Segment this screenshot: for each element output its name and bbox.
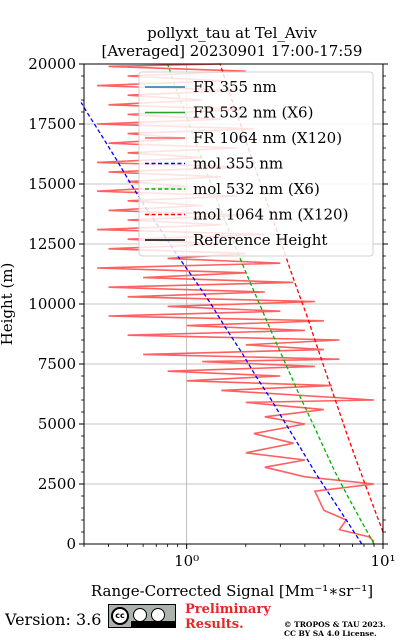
cc-license-badge[interactable]: cc bbox=[108, 604, 176, 628]
sa-icon bbox=[151, 608, 165, 622]
copyright-line1: © TROPOS & TAU 2023. bbox=[284, 620, 386, 629]
x-axis-label: Range-Corrected Signal [Mm⁻¹∗sr⁻¹] bbox=[91, 582, 373, 600]
x-tick-label: 10⁰ bbox=[174, 552, 199, 570]
y-tick-label: 0 bbox=[66, 535, 76, 553]
preliminary-line1: Preliminary bbox=[185, 602, 271, 617]
preliminary-results-note: Preliminary Results. bbox=[185, 602, 271, 632]
y-tick-label: 2500 bbox=[38, 475, 76, 493]
badge-strip bbox=[131, 621, 175, 627]
y-tick-label: 12500 bbox=[28, 235, 76, 253]
series-mol-355-nm bbox=[80, 102, 363, 545]
y-axis-label: Height (m) bbox=[0, 263, 16, 346]
version-label: Version: 3.6 bbox=[5, 610, 102, 629]
y-tick-label: 5000 bbox=[38, 415, 76, 433]
legend-label: FR 1064 nm (X120) bbox=[193, 129, 342, 147]
y-tick-label: 15000 bbox=[28, 175, 76, 193]
axes: 0 2500 5000 7500 10000 12500 15000 17500 20000 10… bbox=[28, 55, 395, 570]
cc-icon: cc bbox=[111, 607, 129, 625]
legend-label: Reference Height bbox=[193, 231, 327, 249]
copyright-line2: CC BY SA 4.0 License. bbox=[284, 629, 377, 638]
chart-subtitle: [Averaged] 20230901 17:00-17:59 bbox=[102, 42, 363, 60]
copyright-note: © TROPOS & TAU 2023. CC BY SA 4.0 Licens… bbox=[284, 620, 386, 638]
y-tick-label: 10000 bbox=[28, 295, 76, 313]
legend-label: mol 1064 nm (X120) bbox=[193, 206, 348, 224]
y-tick-label: 17500 bbox=[28, 115, 76, 133]
preliminary-line2: Results. bbox=[185, 617, 244, 632]
legend-label: FR 532 nm (X6) bbox=[193, 104, 313, 122]
chart-canvas: 0 2500 5000 7500 10000 12500 15000 17500 20000 10… bbox=[0, 24, 396, 600]
y-tick-label: 7500 bbox=[38, 355, 76, 373]
legend-label: FR 355 nm bbox=[193, 78, 277, 96]
y-tick-label: 20000 bbox=[28, 55, 76, 73]
by-icon bbox=[133, 608, 147, 622]
legend-label: mol 532 nm (X6) bbox=[193, 180, 320, 198]
x-tick-label: 10¹ bbox=[370, 552, 395, 570]
chart-title: pollyxt_tau at Tel_Aviv bbox=[147, 24, 317, 42]
legend: FR 355 nm FR 532 nm (X6) FR 1064 nm (X120)… bbox=[138, 71, 374, 257]
legend-label: mol 355 nm bbox=[193, 155, 283, 173]
legend-box bbox=[138, 71, 374, 257]
